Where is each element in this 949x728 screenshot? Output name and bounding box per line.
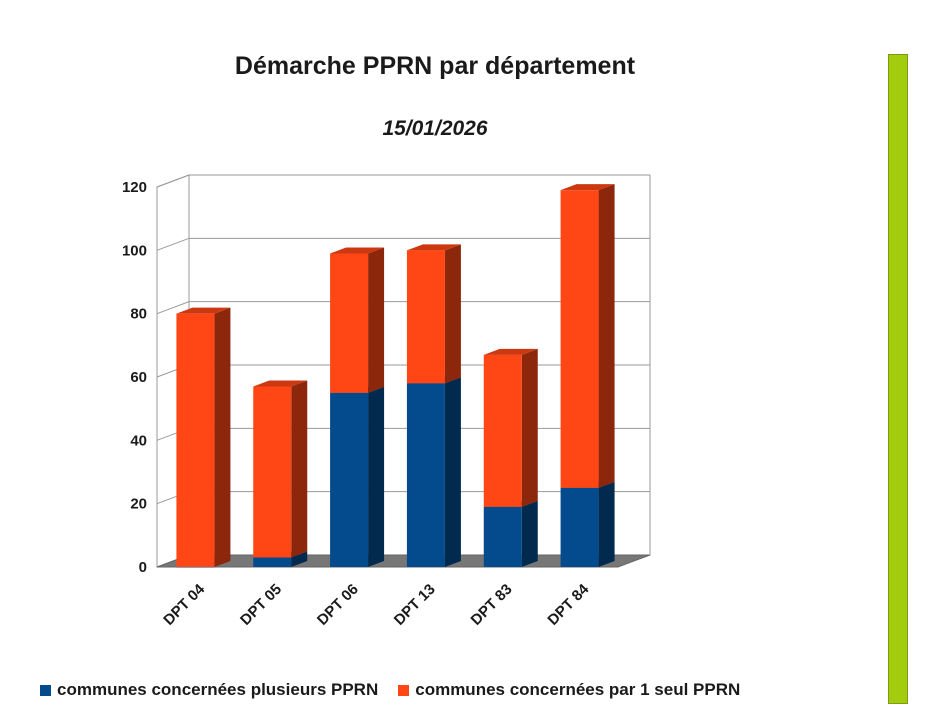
bar-side-1-3 <box>444 244 461 384</box>
x-tick-label-5: DPT 84 <box>544 580 592 628</box>
legend-swatch-series-1 <box>398 684 410 696</box>
bar-1-4 <box>483 354 522 507</box>
bar-side-0-4 <box>521 500 538 567</box>
x-tick-label-4: DPT 83 <box>468 581 516 629</box>
bar-1-1 <box>253 386 292 558</box>
decorative-side-bar <box>888 54 908 704</box>
bar-top-1-0 <box>176 307 231 314</box>
y-tick-label-2: 40 <box>130 432 147 449</box>
bar-0-5 <box>560 487 599 567</box>
legend-swatch-series-0 <box>40 684 51 696</box>
gridline-5 <box>156 237 650 251</box>
chart-title: Démarche PPRN par département <box>234 52 636 80</box>
x-tick-label-1: DPT 05 <box>237 581 285 629</box>
bar-1-0 <box>176 313 215 567</box>
bar-side-1-2 <box>368 247 385 393</box>
y-tick-label-5: 100 <box>122 242 147 259</box>
y-tick-label-3: 60 <box>130 369 147 386</box>
bar-0-0 <box>176 567 215 568</box>
y-tick-label-0: 0 <box>139 559 147 576</box>
bar-side-1-5 <box>598 184 615 488</box>
gridline-6 <box>156 174 650 188</box>
bar-side-0-5 <box>598 481 615 567</box>
bar-1-5 <box>560 190 599 488</box>
x-tick-label-2: DPT 06 <box>314 581 362 629</box>
bar-top-1-5 <box>560 184 615 191</box>
legend-item-series-0: communes concernées plusieurs PPRN <box>40 680 378 700</box>
chart-subtitle: 15/01/2026 <box>382 117 488 140</box>
bar-0-1 <box>253 557 292 567</box>
bar-side-0-3 <box>444 377 461 567</box>
legend-label-series-1: communes concernées par 1 seul PPRN <box>415 680 741 699</box>
bar-top-1-3 <box>406 244 461 251</box>
gridline-4 <box>156 301 650 315</box>
bar-top-1-4 <box>483 348 538 355</box>
y-tick-label-1: 20 <box>130 496 147 513</box>
bar-top-1-2 <box>330 247 385 254</box>
legend-label-series-0: communes concernées plusieurs PPRN <box>57 680 379 699</box>
bar-side-1-1 <box>291 380 308 558</box>
y-tick-label-4: 80 <box>130 306 147 323</box>
bar-side-1-0 <box>214 307 231 567</box>
legend: communes concernées plusieurs PPRN commu… <box>40 680 760 700</box>
x-tick-label-0: DPT 04 <box>160 580 208 628</box>
legend-item-series-1: communes concernées par 1 seul PPRN <box>398 680 740 700</box>
bar-side-0-1 <box>291 551 308 567</box>
bar-1-3 <box>406 250 445 384</box>
bar-top-1-1 <box>253 380 308 387</box>
x-tick-label-3: DPT 13 <box>391 581 439 629</box>
bar-0-4 <box>483 506 522 567</box>
bar-side-1-4 <box>521 348 538 507</box>
bar-1-2 <box>330 253 369 393</box>
y-tick-label-6: 120 <box>122 179 147 196</box>
bar-0-3 <box>406 383 445 567</box>
bar-side-0-2 <box>368 386 385 567</box>
bar-0-2 <box>330 392 369 567</box>
